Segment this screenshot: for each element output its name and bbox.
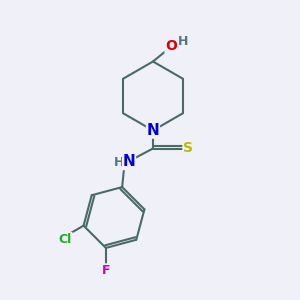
Text: Cl: Cl xyxy=(59,233,72,246)
Text: F: F xyxy=(102,264,110,277)
Text: N: N xyxy=(123,154,135,169)
Text: H: H xyxy=(178,35,188,48)
Text: H: H xyxy=(114,155,124,169)
Text: N: N xyxy=(147,123,159,138)
Text: S: S xyxy=(183,142,193,155)
Text: O: O xyxy=(165,39,177,52)
